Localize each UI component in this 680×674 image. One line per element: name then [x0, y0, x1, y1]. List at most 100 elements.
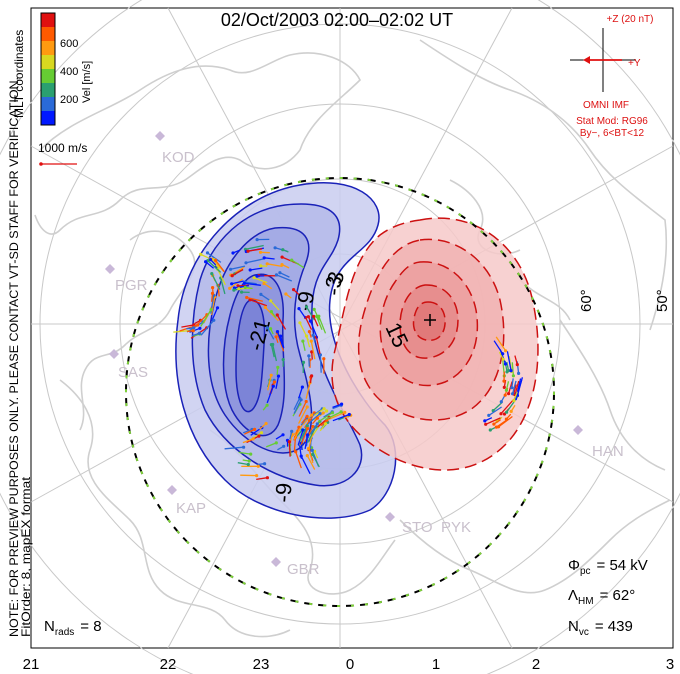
velocity-vector-origin [255, 474, 259, 478]
velocity-vector-origin [290, 258, 294, 262]
velocity-vector [207, 252, 222, 263]
velocity-vector [256, 477, 268, 481]
velocity-vector-origin [307, 354, 311, 358]
velocity-vector [264, 257, 275, 260]
velocity-vector-origin [210, 272, 214, 276]
heppner-maynard-boundary-overlay [125, 177, 555, 607]
velocity-vector-origin [305, 454, 309, 458]
velocity-vector-origin [274, 335, 278, 339]
velocity-vector-origin [287, 440, 291, 444]
velocity-vector [307, 413, 321, 425]
velocity-vector-origin [502, 385, 506, 389]
velocity-vector [306, 455, 316, 470]
velocity-vector-origin [318, 411, 322, 416]
velocity-vector [325, 411, 342, 421]
velocity-vector [237, 462, 249, 466]
scale-block-7 [41, 13, 55, 27]
velocity-vector-origin [248, 268, 252, 272]
n-vc-label: Nvc = 439 [568, 618, 633, 638]
velocity-vector [220, 277, 226, 295]
velocity-vector-origin [315, 416, 319, 420]
velocity-vector [276, 331, 284, 348]
velocity-vector-origin [265, 326, 269, 330]
velocity-vector-origin [499, 400, 503, 404]
velocity-vector [217, 269, 226, 286]
velocity-vector-origin [280, 263, 284, 267]
velocity-vector [244, 282, 261, 286]
velocity-vector-origin [309, 339, 313, 343]
velocity-vector-origin [304, 334, 309, 338]
velocity-vector [308, 355, 310, 367]
mlt-label-0: 0 [346, 656, 354, 673]
velocity-vectors [173, 238, 524, 481]
velocity-vector-origin [243, 285, 247, 289]
imf-z-label: +Z (20 nT) [607, 14, 654, 25]
map-title: 02/Oct/2003 02:00–02:02 UT [221, 10, 453, 30]
velocity-vector [319, 354, 322, 373]
velocity-vector-origin [272, 380, 277, 384]
velocity-vector [305, 382, 311, 399]
negative-contour-core [235, 299, 266, 413]
velocity-vector-origin [242, 445, 246, 449]
velocity-vector-origin [509, 369, 513, 373]
velocity-vector-origin [305, 405, 309, 409]
velocity-vector-origin [322, 407, 326, 411]
velocity-vector-origin [263, 462, 267, 466]
velocity-vector-origin [321, 411, 325, 415]
velocity-vector-origin [311, 452, 315, 457]
latitude-label-60: 60° [578, 289, 595, 312]
velocity-vector-origin [505, 410, 509, 414]
velocity-vector [291, 259, 305, 269]
velocity-vector-origin [205, 251, 210, 255]
velocity-vector-origin [197, 331, 201, 335]
velocity-vector [308, 434, 313, 449]
velocity-vector-origin [264, 421, 268, 426]
velocity-vector-origin [255, 238, 259, 242]
velocity-vector [276, 332, 285, 352]
velocity-vector-origin [307, 330, 311, 334]
scale-tick-600: 600 [60, 38, 78, 50]
velocity-vector-origin [510, 386, 514, 390]
velocity-vector [211, 307, 219, 322]
velocity-vector [506, 351, 512, 371]
velocity-vector [276, 314, 287, 330]
velocity-vector-origin [215, 306, 220, 310]
mlt-label-3: 3 [666, 656, 674, 673]
imf-vector-arrowhead [583, 56, 590, 64]
velocity-vector-origin [275, 313, 279, 317]
velocity-vector-origin [487, 413, 491, 417]
station-label-kap: KAP [176, 500, 206, 517]
station-marker [109, 349, 119, 359]
velocity-vector-origin [343, 410, 347, 414]
station-marker [167, 485, 177, 495]
velocity-vector-origin [244, 261, 248, 265]
velocity-vector [245, 244, 264, 250]
velocity-vector [488, 406, 502, 416]
velocity-vector-origin [228, 286, 232, 290]
velocity-vector [511, 362, 515, 376]
velocity-vector-origin [210, 291, 215, 295]
scale-block-3 [41, 69, 55, 83]
station-label-sto: STO [402, 519, 433, 536]
velocity-vector-origin [304, 305, 309, 309]
velocity-vector [270, 300, 280, 311]
velocity-vector [264, 306, 279, 322]
velocity-vector [249, 299, 268, 307]
velocity-vector [307, 426, 317, 443]
velocity-vector [293, 397, 301, 410]
velocity-vector-origin [294, 450, 298, 454]
velocity-vector [215, 260, 225, 273]
velocity-vector-origin [504, 349, 508, 353]
velocity-vector [279, 272, 290, 278]
velocity-vector-origin [324, 422, 328, 426]
velocity-vector-origin [307, 446, 311, 451]
velocity-vector-origin [509, 409, 513, 413]
velocity-vector-origin [281, 248, 285, 252]
velocity-vector-origin [198, 326, 202, 330]
velocity-vector-origin [271, 342, 275, 347]
velocity-vector-origin [310, 413, 314, 417]
preview-note: NOTE: FOR PREVIEW PURPOSES ONLY. PLEASE … [7, 77, 21, 637]
positive-potential-cell [331, 217, 539, 471]
velocity-vector-origin [305, 424, 309, 428]
velocity-vector-origin [325, 409, 329, 413]
